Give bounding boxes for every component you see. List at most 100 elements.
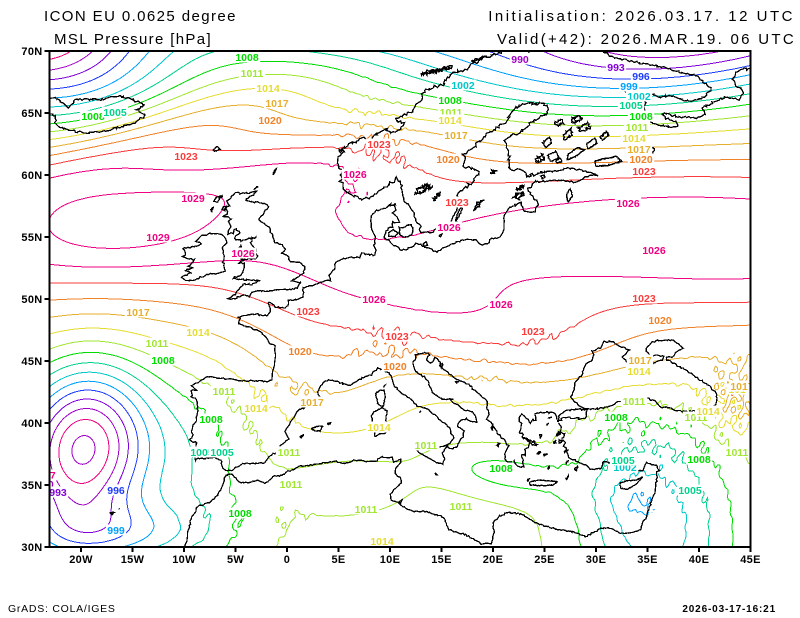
- svg-text:2026-03-17-16:21: 2026-03-17-16:21: [682, 604, 776, 615]
- svg-text:996: 996: [632, 71, 650, 83]
- svg-text:10E: 10E: [380, 554, 400, 566]
- svg-text:1008: 1008: [228, 508, 252, 520]
- svg-text:1029: 1029: [146, 232, 170, 244]
- svg-text:1020: 1020: [648, 315, 672, 327]
- svg-text:1026: 1026: [616, 198, 640, 210]
- svg-text:1011: 1011: [241, 68, 264, 80]
- svg-text:35E: 35E: [637, 554, 657, 566]
- svg-text:30E: 30E: [586, 554, 606, 566]
- svg-text:1011: 1011: [278, 447, 301, 459]
- svg-text:ICON EU 0.0625 degree: ICON EU 0.0625 degree: [44, 8, 237, 25]
- svg-text:1011: 1011: [355, 504, 378, 516]
- svg-text:Valid(+42): 2026.MAR.19. 06 UT: Valid(+42): 2026.MAR.19. 06 UTC: [497, 31, 796, 48]
- svg-text:60N: 60N: [21, 170, 42, 182]
- svg-text:1014: 1014: [186, 327, 210, 339]
- svg-text:1017: 1017: [126, 307, 150, 319]
- svg-text:1029: 1029: [181, 193, 205, 205]
- svg-text:1008: 1008: [438, 95, 462, 107]
- svg-text:987: 987: [38, 470, 56, 482]
- svg-text:1023: 1023: [632, 293, 656, 305]
- svg-text:1008: 1008: [489, 463, 513, 475]
- svg-text:1005: 1005: [611, 455, 635, 467]
- svg-text:70N: 70N: [21, 46, 42, 58]
- svg-text:45E: 45E: [740, 554, 760, 566]
- svg-text:15W: 15W: [121, 554, 145, 566]
- svg-text:1011: 1011: [450, 501, 473, 513]
- svg-text:50N: 50N: [21, 294, 42, 306]
- svg-text:1011: 1011: [726, 447, 749, 459]
- svg-text:1011: 1011: [280, 479, 303, 491]
- svg-text:1014: 1014: [370, 536, 394, 548]
- svg-text:1014: 1014: [627, 366, 651, 378]
- svg-text:55N: 55N: [21, 232, 42, 244]
- svg-text:1017: 1017: [730, 381, 754, 393]
- svg-text:Initialisation: 2026.03.17. 12: Initialisation: 2026.03.17. 12 UTC: [488, 8, 795, 25]
- svg-text:1023: 1023: [174, 151, 198, 163]
- svg-text:20W: 20W: [69, 554, 93, 566]
- svg-text:40E: 40E: [689, 554, 709, 566]
- svg-text:1023: 1023: [521, 326, 545, 338]
- svg-text:1023: 1023: [632, 166, 656, 178]
- svg-text:1008: 1008: [151, 355, 175, 367]
- svg-text:1008: 1008: [629, 111, 653, 123]
- svg-text:35N: 35N: [21, 480, 42, 492]
- svg-text:1014: 1014: [244, 403, 268, 415]
- svg-text:1005: 1005: [103, 107, 127, 119]
- svg-text:1014: 1014: [622, 133, 646, 145]
- svg-text:1026: 1026: [642, 245, 666, 257]
- svg-text:20E: 20E: [483, 554, 503, 566]
- svg-text:1017: 1017: [265, 98, 289, 110]
- svg-text:MSL Pressure [hPa]: MSL Pressure [hPa]: [54, 31, 212, 48]
- svg-text:1014: 1014: [256, 83, 280, 95]
- svg-text:999: 999: [107, 525, 125, 537]
- svg-text:1020: 1020: [258, 115, 282, 127]
- svg-text:1002: 1002: [451, 80, 475, 92]
- svg-text:1011: 1011: [623, 396, 646, 408]
- svg-text:25E: 25E: [534, 554, 554, 566]
- svg-text:1017: 1017: [300, 397, 324, 409]
- svg-text:1023: 1023: [296, 306, 320, 318]
- svg-text:40N: 40N: [21, 418, 42, 430]
- svg-text:1011: 1011: [626, 122, 649, 134]
- svg-text:990: 990: [511, 54, 529, 66]
- svg-text:1020: 1020: [629, 154, 653, 166]
- svg-text:1005: 1005: [678, 485, 702, 497]
- svg-text:993: 993: [49, 487, 67, 499]
- svg-text:1005: 1005: [210, 447, 234, 459]
- svg-text:1011: 1011: [415, 440, 438, 452]
- svg-text:1020: 1020: [436, 154, 460, 166]
- svg-text:GrADS: COLA/IGES: GrADS: COLA/IGES: [8, 603, 116, 615]
- svg-text:1017: 1017: [627, 144, 651, 156]
- svg-text:30N: 30N: [21, 542, 42, 554]
- svg-text:1014: 1014: [438, 115, 462, 127]
- svg-text:1023: 1023: [445, 197, 469, 209]
- svg-text:0: 0: [284, 554, 290, 566]
- svg-text:10W: 10W: [172, 554, 196, 566]
- svg-text:1011: 1011: [213, 386, 236, 398]
- svg-text:1011: 1011: [146, 338, 169, 350]
- svg-text:5W: 5W: [227, 554, 244, 566]
- svg-text:996: 996: [107, 485, 125, 497]
- svg-text:65N: 65N: [21, 108, 42, 120]
- svg-text:1014: 1014: [696, 406, 720, 418]
- svg-text:1020: 1020: [288, 346, 312, 358]
- svg-text:1017: 1017: [444, 130, 468, 142]
- svg-text:1008: 1008: [687, 454, 711, 466]
- svg-text:5E: 5E: [331, 554, 345, 566]
- svg-text:45N: 45N: [21, 356, 42, 368]
- svg-text:1017: 1017: [628, 355, 652, 367]
- svg-text:15E: 15E: [431, 554, 451, 566]
- svg-text:1026: 1026: [489, 299, 513, 311]
- svg-text:1020: 1020: [383, 361, 407, 373]
- svg-text:990: 990: [36, 479, 54, 491]
- svg-text:1008: 1008: [81, 111, 105, 123]
- svg-text:1005: 1005: [190, 447, 214, 459]
- svg-text:1008: 1008: [604, 412, 628, 424]
- svg-text:1026: 1026: [231, 248, 255, 260]
- svg-text:999: 999: [620, 81, 638, 93]
- svg-text:1023: 1023: [385, 331, 409, 343]
- svg-text:1014: 1014: [367, 422, 391, 434]
- svg-text:1023: 1023: [367, 139, 391, 151]
- svg-text:1026: 1026: [362, 294, 386, 306]
- svg-text:1008: 1008: [199, 414, 223, 426]
